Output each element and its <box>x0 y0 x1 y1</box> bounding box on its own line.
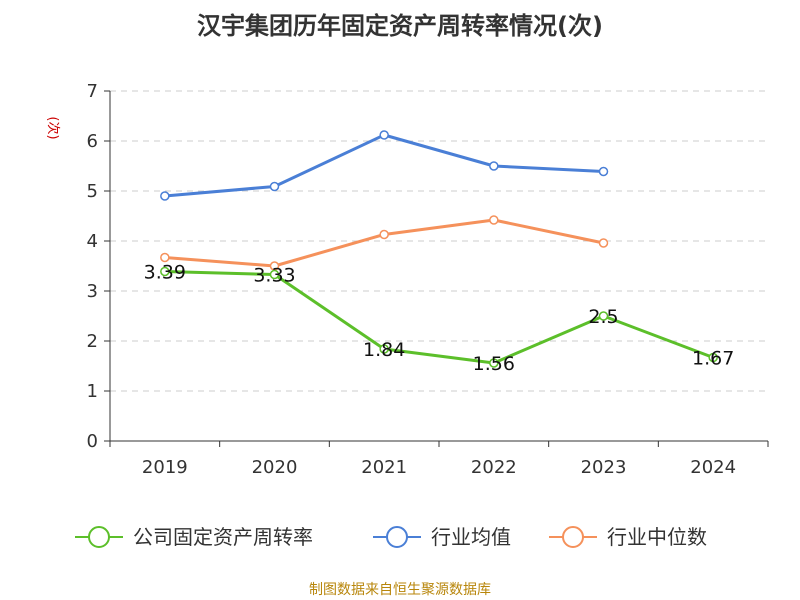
legend-label: 行业中位数 <box>607 525 707 549</box>
series-line-2 <box>164 218 604 268</box>
y-axis-label: (次) <box>45 116 61 139</box>
data-point <box>379 130 389 140</box>
y-tick-label: 5 <box>87 181 98 202</box>
legend-label: 行业均值 <box>431 525 511 549</box>
legend-item[interactable]: 行业均值 <box>373 525 511 549</box>
data-point <box>489 161 499 171</box>
data-point <box>379 229 389 240</box>
data-point <box>489 215 499 225</box>
data-label: 1.56 <box>473 353 515 375</box>
legend-marker <box>562 526 584 548</box>
legend-marker <box>386 526 408 548</box>
series-lines <box>160 130 718 368</box>
data-point <box>160 252 170 263</box>
x-tick-label: 2024 <box>690 457 736 478</box>
data-label: 3.39 <box>144 262 186 284</box>
legend-item[interactable]: 公司固定资产周转率 <box>75 525 313 549</box>
series-line-1 <box>164 133 604 198</box>
data-point <box>269 269 280 280</box>
source-note: 制图数据来自恒生聚源数据库 <box>309 582 491 598</box>
y-tick-label: 0 <box>87 431 98 452</box>
data-point <box>379 344 389 354</box>
data-point <box>598 238 609 248</box>
legend-label: 公司固定资产周转率 <box>133 525 313 549</box>
chart-title: 汉宇集团历年固定资产周转率情况(次) <box>197 12 603 40</box>
y-tick-label: 6 <box>87 131 98 152</box>
y-tick-label: 7 <box>87 81 98 102</box>
data-label: 1.84 <box>363 339 405 361</box>
data-labels: 3.39 3.33 1.84 1.56 2.5 1.67 <box>144 262 735 376</box>
series-line-0 <box>164 270 714 365</box>
x-tick-label: 2020 <box>252 457 298 478</box>
x-tick-label: 2023 <box>581 457 627 478</box>
data-label: 3.33 <box>253 265 295 287</box>
x-tick-label: 2021 <box>361 457 407 478</box>
data-label: 2.5 <box>588 306 618 328</box>
y-tick-label: 1 <box>87 381 98 402</box>
legend-item[interactable]: 行业中位数 <box>549 525 707 549</box>
data-point <box>160 191 170 201</box>
axes: 0 1 2 3 4 5 6 7 2019 2020 2021 2022 2023 2024 (次) <box>45 81 769 478</box>
y-tick-label: 4 <box>87 231 98 252</box>
data-point <box>598 166 609 177</box>
data-point <box>708 352 718 363</box>
data-point <box>598 311 609 321</box>
data-point <box>160 266 170 277</box>
data-label: 1.67 <box>692 348 734 370</box>
y-tick-label: 2 <box>87 331 98 352</box>
grid-lines <box>110 90 768 392</box>
legend-marker <box>88 526 110 548</box>
y-tick-label: 3 <box>87 281 98 302</box>
x-tick-label: 2022 <box>471 457 517 478</box>
x-tick-label: 2019 <box>142 457 188 478</box>
data-point <box>269 181 280 192</box>
data-point <box>489 358 499 368</box>
legend: 公司固定资产周转率 行业均值 行业中位数 <box>75 525 707 549</box>
